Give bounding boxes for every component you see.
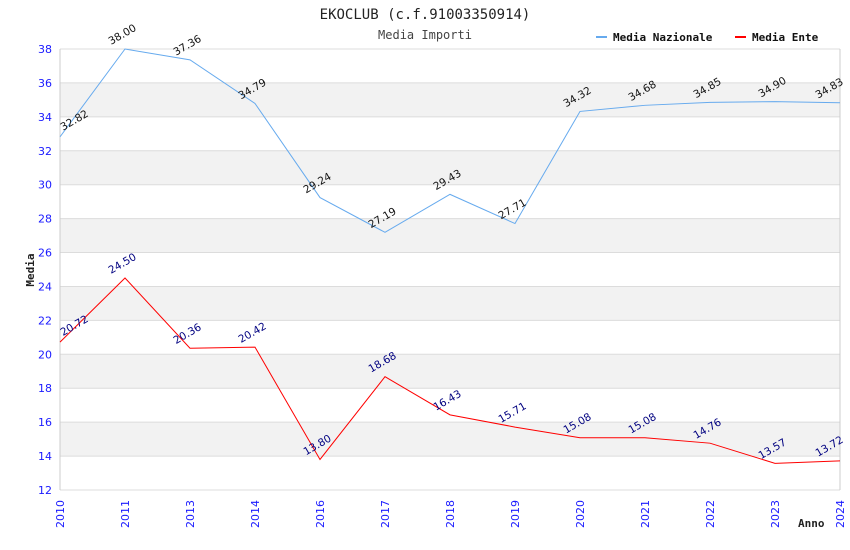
x-axis-label: Anno bbox=[798, 517, 825, 530]
data-label: 16.43 bbox=[432, 388, 464, 413]
x-tick-label: 2024 bbox=[834, 500, 847, 528]
data-label: 38.00 bbox=[107, 22, 139, 47]
y-tick-label: 38 bbox=[38, 43, 52, 56]
x-tick-label: 2013 bbox=[184, 500, 197, 528]
data-label: 24.50 bbox=[107, 251, 139, 276]
chart-title: EKOCLUB (c.f.91003350914) bbox=[320, 7, 531, 23]
legend-swatch-nazionale bbox=[596, 36, 607, 38]
legend: Media Nazionale Media Ente bbox=[590, 28, 840, 46]
legend-label-ente: Media Ente bbox=[752, 31, 819, 44]
grid-band bbox=[60, 82, 840, 117]
x-tick-label: 2023 bbox=[769, 500, 782, 528]
y-tick-label: 26 bbox=[38, 247, 52, 260]
y-tick-label: 28 bbox=[38, 213, 52, 226]
legend-swatch-ente bbox=[735, 36, 746, 38]
y-tick-label: 12 bbox=[38, 484, 52, 497]
y-tick-label: 22 bbox=[38, 314, 52, 327]
x-tick-label: 2021 bbox=[639, 500, 652, 528]
grid-band bbox=[60, 422, 840, 457]
x-tick-label: 2019 bbox=[509, 500, 522, 528]
x-tick-label: 2014 bbox=[249, 500, 262, 528]
grid-band bbox=[60, 150, 840, 185]
data-label: 20.42 bbox=[237, 320, 269, 345]
x-tick-label: 2017 bbox=[379, 500, 392, 528]
x-tick-label: 2020 bbox=[574, 500, 587, 528]
x-tick-label: 2011 bbox=[119, 500, 132, 528]
data-label: 37.36 bbox=[172, 33, 204, 59]
data-label: 20.36 bbox=[172, 321, 204, 347]
grid-band bbox=[60, 286, 840, 321]
y-tick-label: 24 bbox=[38, 280, 52, 293]
y-tick-label: 20 bbox=[38, 348, 52, 361]
x-tick-label: 2016 bbox=[314, 500, 327, 528]
y-axis-label: Media bbox=[24, 253, 37, 286]
y-tick-label: 14 bbox=[38, 450, 52, 463]
series-line-1 bbox=[59, 277, 841, 464]
y-tick-label: 36 bbox=[38, 77, 52, 90]
x-tick-label: 2010 bbox=[54, 500, 67, 528]
legend-label-nazionale: Media Nazionale bbox=[613, 31, 713, 44]
y-tick-label: 18 bbox=[38, 382, 52, 395]
chart-subtitle: Media Importi bbox=[378, 28, 472, 42]
y-tick-label: 16 bbox=[38, 416, 52, 429]
y-tick-label: 30 bbox=[38, 179, 52, 192]
series-line-0 bbox=[59, 48, 841, 233]
x-tick-label: 2018 bbox=[444, 500, 457, 528]
y-tick-label: 32 bbox=[38, 145, 52, 158]
grid-band bbox=[60, 218, 840, 253]
grid-band bbox=[60, 354, 840, 389]
y-tick-label: 34 bbox=[38, 111, 52, 124]
x-tick-label: 2022 bbox=[704, 500, 717, 528]
